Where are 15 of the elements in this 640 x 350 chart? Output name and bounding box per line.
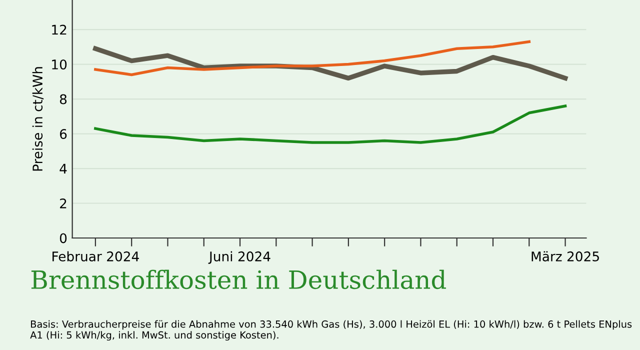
x-tick-label: März 2025 — [532, 251, 599, 262]
line-series — [94, 40, 531, 76]
text: Basis: Verbraucherpreise für die Abnahme von 33.540 kWh Gas (Hs), 3.000 l Heizöl EL (Hi: 10 kWh/l) bzw. 6 t Pellets ENplus A1 (Hi: 5 kWh/kg, inkl. MwSt. und sonstige Kosten). — [30, 320, 632, 341]
x-tick-label: Februar 2024 — [52, 251, 139, 262]
x-tick-label: Juni 2024 — [208, 251, 270, 264]
y-tick-label: 4 — [60, 164, 67, 174]
y-tick-label: 2 — [60, 198, 66, 208]
line-series — [94, 104, 567, 144]
y-tick-label: 8 — [60, 94, 67, 104]
y-tick-label: 6 — [60, 128, 67, 139]
y-tick-label: 12 — [52, 24, 66, 35]
y-axis-title: Preise in ct/kWh — [32, 67, 44, 171]
y-tick-label: 10 — [52, 59, 67, 70]
y-tick-label: 0 — [60, 233, 67, 244]
text: Brennstoffkosten in Deutschland — [31, 270, 446, 290]
